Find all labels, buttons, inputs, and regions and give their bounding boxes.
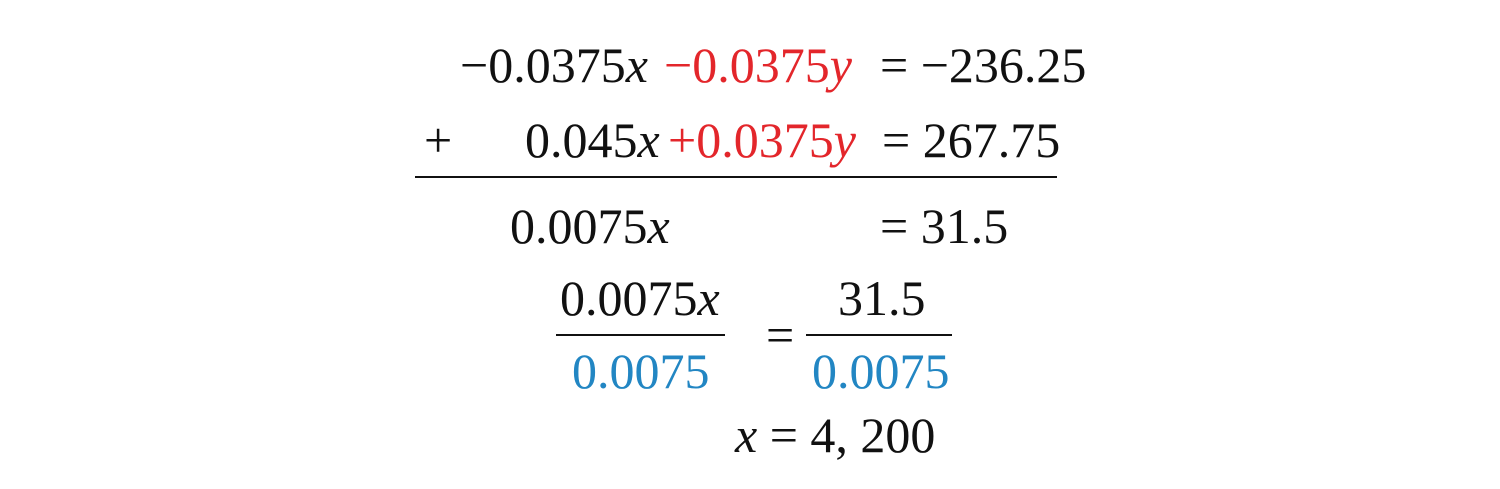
- row1-x-term: −0.0375x: [460, 37, 648, 93]
- row3-rhs: = 31.5: [880, 198, 1009, 254]
- sum-rule-line: [415, 176, 1057, 178]
- row3-x-term: 0.0075x: [510, 198, 670, 254]
- left-numerator: 0.0075x: [560, 270, 720, 326]
- right-fraction-bar: [806, 334, 952, 336]
- left-fraction-bar: [556, 334, 725, 336]
- right-numerator: 31.5: [838, 270, 926, 326]
- row1-rhs: = −236.25: [880, 37, 1087, 93]
- division-equals: =: [766, 307, 795, 363]
- left-denominator: 0.0075: [572, 343, 710, 399]
- right-denominator: 0.0075: [812, 343, 950, 399]
- row2-rhs: = 267.75: [882, 112, 1061, 168]
- row1-y-term: −0.0375y: [664, 37, 852, 93]
- result-equation: x = 4, 200: [735, 407, 936, 463]
- row2-y-term: +0.0375y: [668, 112, 856, 168]
- row2-x-term: 0.045x: [525, 112, 660, 168]
- addition-operator: +: [424, 112, 453, 168]
